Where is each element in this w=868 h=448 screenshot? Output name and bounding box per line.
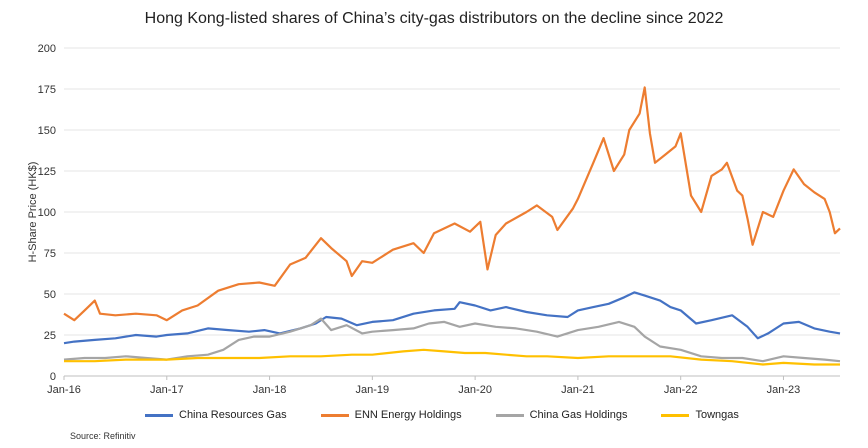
legend-item: China Resources Gas (145, 409, 287, 421)
series-line-enn-energy-holdings (63, 86, 841, 322)
series-line-china-resources-gas (63, 291, 841, 345)
y-axis-label: H-Share Price (HK$) (27, 162, 39, 263)
x-tick-label: Jan-21 (561, 384, 595, 396)
chart-title: Hong Kong-listed shares of China’s city-… (144, 10, 724, 27)
y-tick-label: 25 (44, 330, 56, 342)
gridlines (64, 47, 840, 377)
y-tick-label: 0 (50, 371, 56, 383)
y-tick-label: 150 (38, 125, 56, 137)
legend-item: ENN Energy Holdings (320, 409, 462, 421)
series-lines (63, 86, 841, 366)
legend-swatch (145, 413, 173, 417)
x-tick-label: Jan-23 (767, 384, 801, 396)
x-tick-label: Jan-17 (150, 384, 184, 396)
legend-item: China Gas Holdings (495, 409, 628, 421)
legend-item: Towngas (661, 409, 739, 421)
legend-swatch (661, 413, 690, 417)
y-tick-label: 100 (38, 207, 56, 219)
x-axis-ticks: Jan-16 Jan-17 Jan-18 Jan-19 Jan-20 Jan-21 Jan-… (47, 376, 800, 396)
legend-swatch (495, 413, 524, 417)
x-tick-label: Jan-20 (458, 384, 492, 396)
legend: China Resources Gas ENN Energy Holdings Ch… (145, 409, 739, 421)
y-axis-ticks: 0 25 50 75 100 125 150 175 200 (38, 43, 56, 383)
y-tick-label: 75 (44, 248, 56, 260)
series-line-towngas (64, 348, 840, 366)
legend-label: ENN Energy Holdings (354, 409, 462, 421)
y-tick-label: 125 (38, 166, 56, 178)
x-tick-label: Jan-22 (664, 384, 698, 396)
source-note: Source: Refinitiv (70, 431, 136, 441)
y-tick-label: 175 (38, 84, 56, 96)
legend-label: Towngas (695, 409, 739, 421)
x-tick-label: Jan-19 (356, 384, 390, 396)
legend-label: China Gas Holdings (529, 409, 628, 421)
legend-swatch (320, 413, 349, 417)
y-tick-label: 50 (44, 289, 56, 301)
x-tick-label: Jan-16 (47, 384, 81, 396)
x-tick-label: Jan-18 (253, 384, 287, 396)
series-line-china-gas-holdings (63, 317, 841, 363)
legend-label: China Resources Gas (179, 409, 287, 421)
y-tick-label: 200 (38, 43, 56, 55)
